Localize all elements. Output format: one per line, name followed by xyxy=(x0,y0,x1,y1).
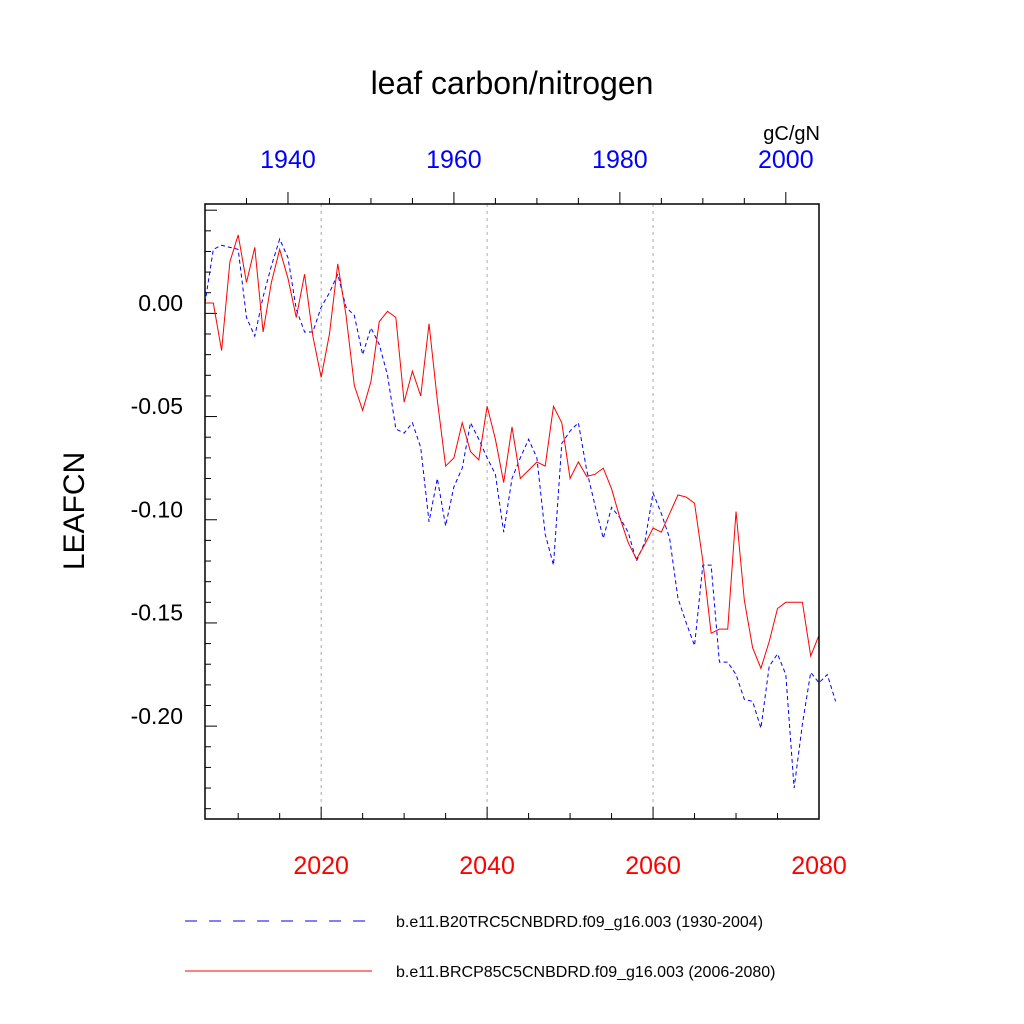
top-tick-label: 1960 xyxy=(426,146,482,174)
bottom-tick-label: 2020 xyxy=(293,852,349,880)
axis-ticks xyxy=(205,192,820,819)
y-tick-labels: 0.00 -0.05 -0.10 -0.15 -0.20 xyxy=(131,290,183,729)
top-tick-label: 1980 xyxy=(592,146,648,174)
y-tick-label: -0.20 xyxy=(131,703,183,729)
bottom-tick-label: 2080 xyxy=(791,852,847,880)
top-tick-label: 2000 xyxy=(758,146,814,174)
top-tick-label: 1940 xyxy=(260,146,316,174)
legend: b.e11.B20TRC5CNBDRD.f09_g16.003 (1930-20… xyxy=(185,914,775,981)
series-layer xyxy=(204,234,837,789)
plot-frame xyxy=(204,203,820,820)
bottom-tick-label: 2060 xyxy=(625,852,681,880)
grid-lines xyxy=(320,204,654,819)
legend-label-0: b.e11.B20TRC5CNBDRD.f09_g16.003 (1930-20… xyxy=(396,914,763,931)
series-line-0 xyxy=(204,237,837,789)
series-line-1 xyxy=(205,234,820,670)
y-axis-label: LEAFCN xyxy=(58,452,91,570)
top-axis-tick-labels: 1940 1960 1980 2000 xyxy=(260,146,813,174)
units-label: gC/gN xyxy=(763,123,820,145)
chart-title: leaf carbon/nitrogen xyxy=(371,65,654,101)
bottom-tick-label: 2040 xyxy=(459,852,515,880)
legend-label-1: b.e11.BRCP85C5CNBDRD.f09_g16.003 (2006-2… xyxy=(396,964,775,981)
bottom-axis-tick-labels: 2020 2040 2060 2080 xyxy=(293,852,846,880)
y-tick-label: -0.15 xyxy=(131,600,183,626)
y-tick-label: -0.10 xyxy=(131,496,183,522)
y-tick-label: -0.05 xyxy=(131,393,183,419)
y-tick-label: 0.00 xyxy=(138,290,183,316)
